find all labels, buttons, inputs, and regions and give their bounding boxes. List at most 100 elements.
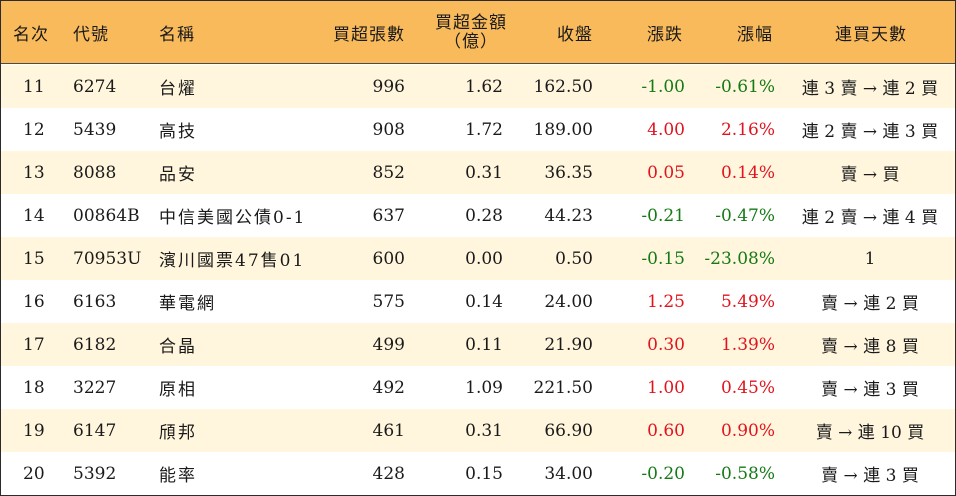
cell-net-buy-amount: 0.31 [465,420,503,441]
cell-net-buy-lots: 461 [372,420,405,441]
cell-code: 3227 [73,377,117,398]
header-net-buy-amount: 買超金額 （億） [419,1,523,64]
table-row: 17 6182 合晶 499 0.11 21.90 0.30 1.39% 賣 → 連 8 買 [1,323,955,366]
cell-change-pct: -0.61% [715,76,775,97]
cell-name: 原相 [159,380,197,400]
table-header: 名次 代號 名稱 買超張數 買超金額 （億） 收盤 漲跌 漲幅 連買天數 [1,1,955,64]
cell-code: 70953U [73,248,142,269]
cell-change: -0.15 [641,248,685,269]
cell-name: 頎邦 [159,423,197,443]
cell-rank: 14 [23,205,45,226]
cell-streak: 連 2 賣 → 連 3 買 [801,122,939,142]
cell-close: 66.90 [544,420,593,441]
cell-rank: 17 [23,334,45,355]
cell-net-buy-lots: 996 [372,76,405,97]
cell-change-pct: -23.08% [704,248,775,269]
header-change: 漲跌 [647,25,683,45]
cell-close: 24.00 [544,291,593,312]
cell-name: 能率 [159,466,197,486]
cell-streak: 連 2 賣 → 連 4 買 [801,208,939,228]
cell-net-buy-amount: 0.28 [465,205,503,226]
table-row: 16 6163 華電網 575 0.14 24.00 1.25 5.49% 賣 → 連 2 買 [1,280,955,323]
cell-streak: 賣 → 連 3 買 [821,466,919,486]
cell-streak: 賣 → 買 [840,165,900,185]
cell-net-buy-amount: 0.11 [465,334,503,355]
cell-name: 品安 [159,165,197,185]
cell-net-buy-lots: 492 [372,377,405,398]
cell-name: 台燿 [159,79,197,99]
table-row: 18 3227 原相 492 1.09 221.50 1.00 0.45% 賣 → 連 3 買 [1,366,955,409]
cell-change: 1.25 [647,291,685,312]
cell-change-pct: 0.90% [720,420,775,441]
cell-change-pct: 2.16% [720,119,775,140]
cell-net-buy-amount: 0.31 [465,162,503,183]
cell-change-pct: -0.47% [715,205,775,226]
cell-close: 36.35 [544,162,593,183]
cell-close: 0.50 [555,248,593,269]
header-net-buy-amount-line1: 買超金額 [435,12,507,33]
header-code: 代號 [73,25,109,45]
cell-close: 221.50 [533,377,593,398]
cell-name: 合晶 [159,337,197,357]
cell-rank: 13 [23,162,45,183]
cell-rank: 15 [23,248,45,269]
cell-change: 4.00 [647,119,685,140]
header-close: 收盤 [557,25,593,45]
cell-code: 6182 [73,334,117,355]
cell-name: 華電網 [159,294,216,314]
cell-net-buy-amount: 1.72 [465,119,503,140]
cell-code: 6163 [73,291,117,312]
cell-net-buy-amount: 0.15 [465,463,503,484]
cell-close: 44.23 [544,205,593,226]
cell-change-pct: 0.14% [720,162,775,183]
cell-rank: 11 [23,76,45,97]
cell-net-buy-amount: 0.00 [465,248,503,269]
table-row: 12 5439 高技 908 1.72 189.00 4.00 2.16% 連 2 賣 → 連 … [1,108,955,151]
cell-streak: 1 [864,248,876,269]
table-row: 15 70953U 濱川國票47售01 600 0.00 0.50 -0.15 -23.08%… [1,237,955,280]
cell-change: -0.21 [641,205,685,226]
cell-code: 00864B [73,205,140,226]
cell-change: 0.05 [647,162,685,183]
cell-rank: 16 [23,291,45,312]
cell-net-buy-lots: 637 [372,205,405,226]
cell-name: 中信美國公債0-1 [159,208,307,228]
cell-net-buy-lots: 575 [372,291,405,312]
cell-change-pct: 5.49% [720,291,775,312]
cell-rank: 20 [23,463,45,484]
cell-streak: 賣 → 連 10 買 [815,423,925,443]
cell-net-buy-lots: 600 [372,248,405,269]
header-streak: 連買天數 [835,25,907,45]
cell-change-pct: -0.58% [715,463,775,484]
table-row: 11 6274 台燿 996 1.62 162.50 -1.00 -0.61% 連 3 賣 → … [1,65,955,108]
cell-change: 0.30 [647,334,685,355]
cell-code: 8088 [73,162,117,183]
header-change-pct: 漲幅 [737,25,773,45]
cell-net-buy-lots: 852 [372,162,405,183]
cell-close: 34.00 [544,463,593,484]
cell-streak: 連 3 賣 → 連 2 買 [801,79,939,99]
cell-streak: 賣 → 連 3 買 [821,380,919,400]
cell-close: 189.00 [533,119,593,140]
cell-code: 5439 [73,119,117,140]
header-net-buy-lots: 買超張數 [333,25,405,45]
table-row: 20 5392 能率 428 0.15 34.00 -0.20 -0.58% 賣 → 連 3 買 [1,452,955,495]
cell-rank: 12 [23,119,45,140]
table-row: 14 00864B 中信美國公債0-1 637 0.28 44.23 -0.21 -0.47%… [1,194,955,237]
cell-change: -1.00 [641,76,685,97]
cell-net-buy-lots: 908 [372,119,405,140]
cell-streak: 賣 → 連 8 買 [821,337,919,357]
cell-change: -0.20 [641,463,685,484]
header-net-buy-amount-line2: （億） [444,31,498,52]
cell-change: 1.00 [647,377,685,398]
cell-net-buy-amount: 1.62 [465,76,503,97]
table-row: 19 6147 頎邦 461 0.31 66.90 0.60 0.90% 賣 → 連 10 買 [1,409,955,452]
cell-streak: 賣 → 連 2 買 [821,294,919,314]
cell-net-buy-amount: 0.14 [465,291,503,312]
cell-net-buy-amount: 1.09 [465,377,503,398]
cell-rank: 19 [23,420,45,441]
cell-close: 21.90 [544,334,593,355]
cell-rank: 18 [23,377,45,398]
header-name: 名稱 [159,25,195,45]
